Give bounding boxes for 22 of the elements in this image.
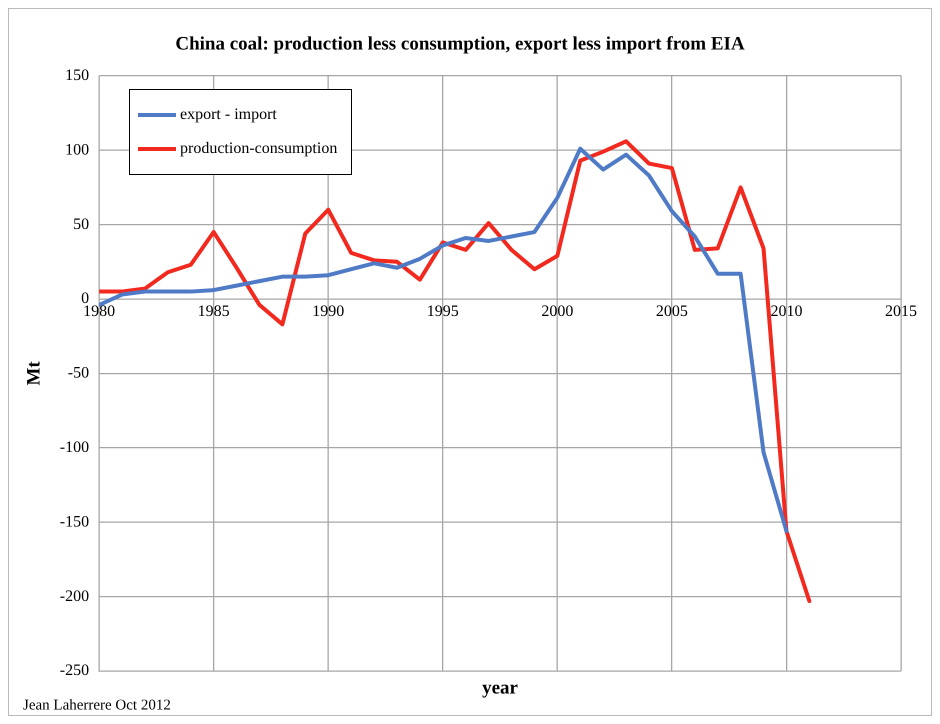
y-tick-label: -150 [60, 513, 90, 530]
y-tick-label: 50 [73, 216, 90, 233]
x-tick-label: 1990 [312, 302, 344, 320]
x-axis-title: year [482, 677, 519, 698]
x-tick-label: 1985 [198, 302, 230, 320]
y-tick-label: 150 [65, 67, 90, 84]
y-tick-label: -250 [60, 662, 90, 680]
x-tick-label: 1980 [83, 302, 116, 320]
x-tick-label: 2000 [541, 302, 574, 320]
y-tick-label: -200 [60, 588, 90, 605]
x-tick-label: 1995 [426, 302, 459, 320]
legend-label: export - import [180, 106, 277, 124]
y-tick-label: -100 [60, 439, 90, 456]
x-tick-label: 2015 [885, 302, 917, 320]
y-tick-label: -50 [68, 364, 90, 382]
legend-label: production-consumption [180, 140, 338, 158]
x-tick-label: 2010 [770, 302, 802, 320]
y-tick-label: 100 [65, 141, 90, 158]
text: Jean Laherrere Oct 2012 [23, 697, 171, 714]
chart-title: China coal: production less consumption, export less import from EIA [175, 33, 745, 54]
y-axis-title: Mt [23, 360, 44, 386]
x-tick-label: 2005 [656, 302, 688, 320]
